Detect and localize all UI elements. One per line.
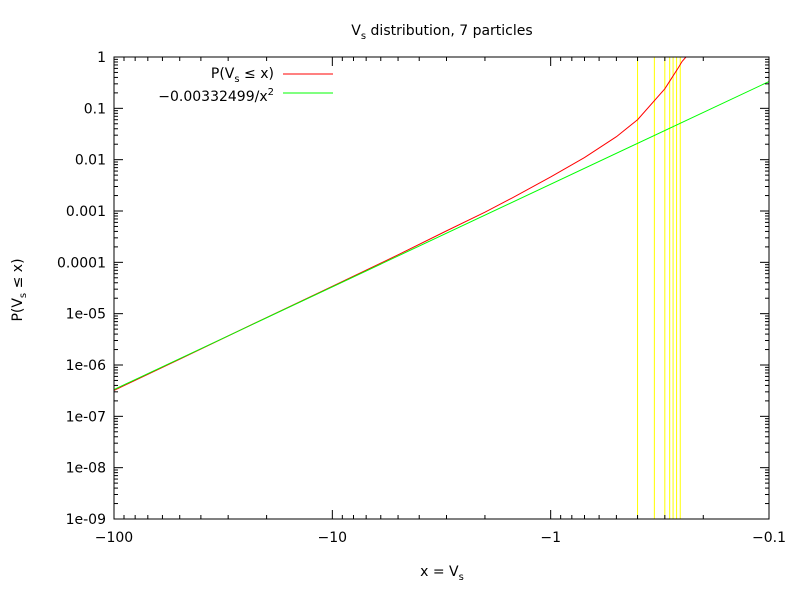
chart-title: Vs distribution, 7 particles [351,23,532,42]
y-tick-label: 1e-06 [66,358,106,374]
series-line-cdf [114,57,687,391]
y-tick-label: 1e-07 [66,409,106,425]
x-tick-label: −100 [95,530,133,546]
y-tick-label: 0.001 [66,204,106,220]
x-axis-label: x = Vs [420,564,464,583]
y-tick-label: 1 [97,50,106,66]
y-axis-label: P(Vs ≤ x) [10,258,29,321]
y-tick-label: 1e-09 [66,512,106,528]
y-tick-label: 0.01 [75,153,106,169]
plot-frame [113,56,770,520]
series-line-fit [114,81,769,391]
x-tick-label: −1 [540,530,561,546]
y-tick-label: 0.1 [84,101,106,117]
y-tick-label: 1e-08 [66,461,106,477]
legend-label-cdf: P(Vs ≤ x) [211,66,274,85]
y-tick-label: 1e-05 [66,307,106,323]
y-tick-label: 0.0001 [57,255,106,271]
plot-area [114,57,769,519]
x-tick-label: −10 [318,530,348,546]
x-tick-label: −0.1 [752,530,786,546]
axis-ticks: 1 0.1 0.01 0.001 0.0001 1e-05 1e-06 1e-07 1e-08 1… [57,50,786,546]
legend-label-fit: −0.00332499/x2 [158,87,274,105]
legend: P(Vs ≤ x) −0.00332499/x2 [158,66,333,105]
